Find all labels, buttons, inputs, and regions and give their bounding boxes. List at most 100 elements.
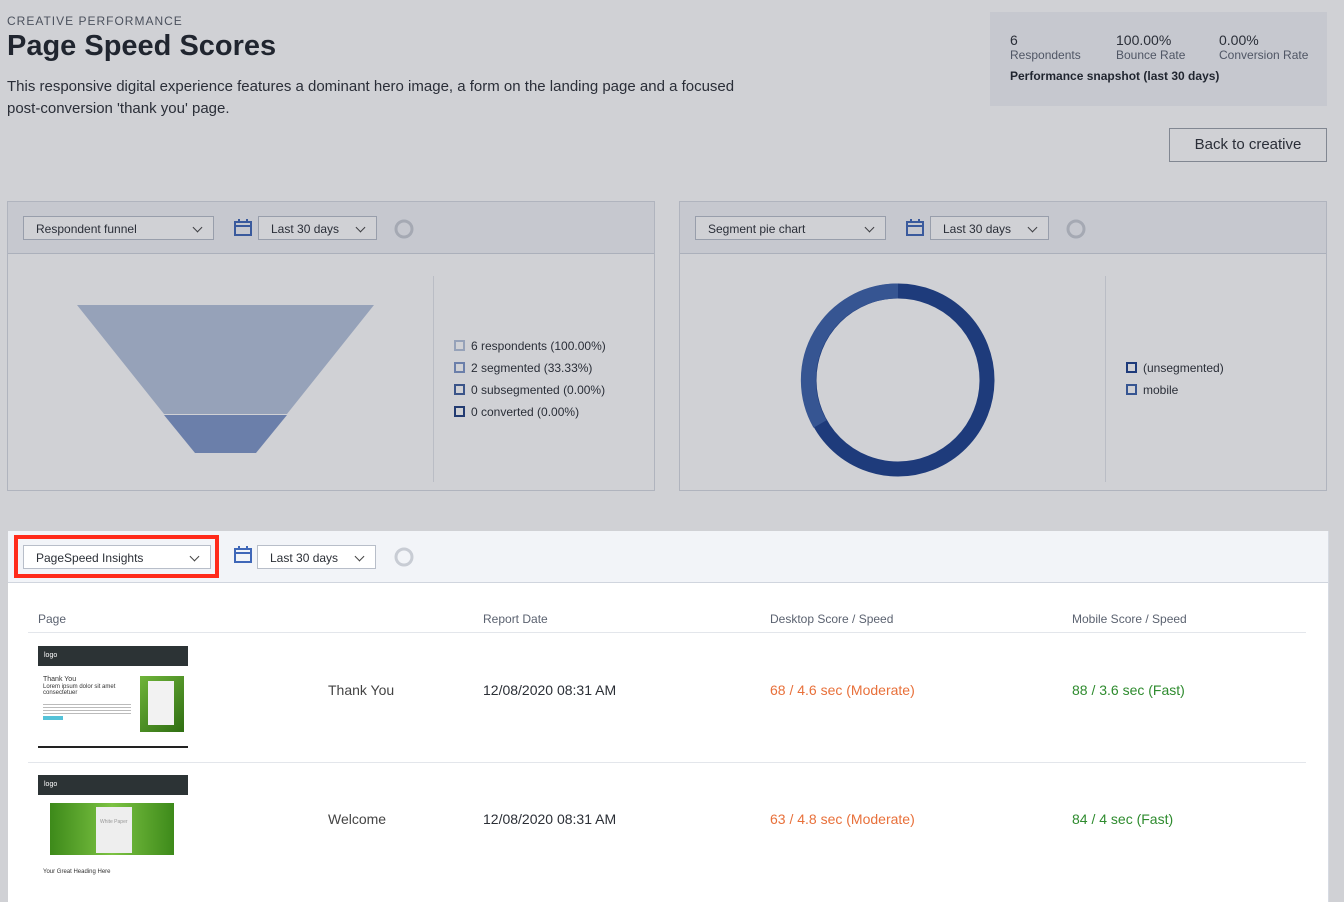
- mobile-score: 84 / 4 sec (Fast): [1072, 811, 1174, 827]
- stat-label: Bounce Rate: [1116, 48, 1186, 62]
- column-header: Desktop Score / Speed: [770, 612, 894, 626]
- description: This responsive digital experience featu…: [7, 78, 735, 117]
- legend-label: 6 respondents (100.00%): [471, 339, 606, 353]
- funnel-stage: [164, 415, 287, 453]
- thumb-header: logo: [38, 646, 188, 666]
- overlay: [0, 531, 8, 902]
- thumb-doc: [148, 681, 174, 725]
- calendar-icon[interactable]: [905, 218, 925, 238]
- refresh-icon[interactable]: [1065, 218, 1087, 240]
- page-name: Welcome: [328, 811, 387, 827]
- swatch: [454, 340, 465, 351]
- chart-dropdown[interactable]: Segment pie chart: [695, 216, 886, 240]
- legend-item: (unsegmented): [1126, 357, 1224, 379]
- stat-value: 6: [1010, 32, 1018, 48]
- dropdown-label: PageSpeed Insights: [36, 551, 144, 565]
- donut: [800, 283, 995, 477]
- dropdown-label: Segment pie chart: [708, 222, 806, 236]
- refresh-icon[interactable]: [393, 546, 415, 568]
- thumb-header: logo: [38, 775, 188, 795]
- thumb-doc: [96, 807, 132, 853]
- range-label: Last 30 days: [270, 551, 339, 565]
- thumb-logo: logo: [44, 781, 58, 788]
- calendar-icon[interactable]: [233, 218, 253, 238]
- toolbar: [8, 531, 1328, 583]
- thumb-image: [140, 676, 184, 732]
- column-header: Mobile Score / Speed: [1072, 612, 1187, 626]
- stat: 6 Respondents: [1010, 32, 1081, 62]
- column-header: Report Date: [483, 612, 548, 626]
- back-button[interactable]: Back to creative: [1169, 128, 1327, 162]
- chevron: [192, 222, 203, 233]
- stats-box: 6 Respondents 100.00% Bounce Rate 0.00% …: [990, 12, 1327, 106]
- thumb-logo: logo: [44, 652, 58, 659]
- thumb-heading: Thank You: [43, 676, 77, 683]
- highlight: [14, 535, 219, 578]
- legend-item: 0 subsegmented (0.00%): [454, 379, 606, 401]
- stat: 100.00% Bounce Rate: [1116, 32, 1185, 62]
- stat-value: 100.00%: [1116, 32, 1172, 48]
- eyebrow: CREATIVE PERFORMANCE: [7, 14, 183, 28]
- swatch: [454, 362, 465, 373]
- report-date: 12/08/2020 08:31 AM: [483, 811, 617, 827]
- legend-item: mobile: [1126, 379, 1224, 401]
- thumb-heading: White Paper: [100, 819, 128, 825]
- chart-dropdown[interactable]: PageSpeed Insights: [23, 545, 211, 569]
- thumbnail: logo White Paper Your Great Heading Here: [38, 775, 188, 875]
- divider: [1105, 276, 1106, 482]
- report-date: 12/08/2020 08:31 AM: [483, 682, 617, 698]
- stat-value: 0.00%: [1219, 32, 1259, 48]
- legend: 6 respondents (100.00%) 2 segmented (33.…: [454, 335, 606, 423]
- pagespeed-panel: PageSpeed Insights Last 30 days: [8, 531, 1329, 902]
- legend: (unsegmented) mobile: [1126, 357, 1224, 401]
- page-name: Thank You: [328, 682, 395, 698]
- legend-label: (unsegmented): [1143, 361, 1224, 375]
- funnel: [77, 305, 374, 453]
- stats-caption: Performance snapshot (last 30 days): [1010, 69, 1220, 83]
- legend-item: 0 converted (0.00%): [454, 401, 606, 423]
- overlay: [1329, 531, 1344, 902]
- range-dropdown[interactable]: Last 30 days: [257, 545, 376, 569]
- page-title: Page Speed Scores: [7, 30, 277, 62]
- segment-panel: Segment pie chart Last 30 days (unsegmen…: [679, 201, 1327, 491]
- chevron: [354, 551, 365, 562]
- divider: [433, 276, 434, 482]
- desktop-score: 68 / 4.6 sec (Moderate): [770, 682, 915, 698]
- thumb-image: White Paper: [50, 803, 174, 855]
- legend-item: 2 segmented (33.33%): [454, 357, 606, 379]
- range-dropdown[interactable]: Last 30 days: [930, 216, 1049, 240]
- thumb-lines: [43, 704, 131, 714]
- range-label: Last 30 days: [943, 222, 1012, 236]
- donut-segment: [800, 283, 899, 428]
- desktop-score: 63 / 4.8 sec (Moderate): [770, 811, 915, 827]
- swatch: [454, 406, 465, 417]
- legend-label: 0 converted (0.00%): [471, 405, 580, 419]
- thumb-text: Lorem ipsum dolor sit amet consectetuer: [43, 684, 116, 696]
- range-dropdown[interactable]: Last 30 days: [258, 216, 377, 240]
- row-divider: [28, 762, 1306, 763]
- chevron: [864, 222, 875, 233]
- funnel-panel: Respondent funnel Last 30 days 6 respond…: [7, 201, 655, 491]
- thumb-button: [43, 716, 63, 720]
- funnel-stage: [77, 305, 374, 414]
- legend-label: 0 subsegmented (0.00%): [471, 383, 606, 397]
- thumb-text: Your Great Heading Here: [43, 869, 111, 875]
- stat-label: Conversion Rate: [1219, 48, 1309, 62]
- chart-dropdown[interactable]: Respondent funnel: [23, 216, 214, 240]
- chevron: [1027, 222, 1038, 233]
- swatch: [454, 384, 465, 395]
- calendar-icon[interactable]: [233, 545, 253, 565]
- swatch: [1126, 362, 1137, 373]
- stat-label: Respondents: [1010, 48, 1081, 62]
- swatch: [1126, 384, 1137, 395]
- row-divider: [28, 632, 1306, 633]
- refresh-icon[interactable]: [393, 218, 415, 240]
- thumbnail: logo Thank You Lorem ipsum dolor sit ame…: [38, 646, 188, 748]
- mobile-score: 88 / 3.6 sec (Fast): [1072, 682, 1185, 698]
- legend-item: 6 respondents (100.00%): [454, 335, 606, 357]
- chevron: [355, 222, 366, 233]
- range-label: Last 30 days: [271, 222, 340, 236]
- chevron: [189, 551, 200, 562]
- stat: 0.00% Conversion Rate: [1219, 32, 1308, 62]
